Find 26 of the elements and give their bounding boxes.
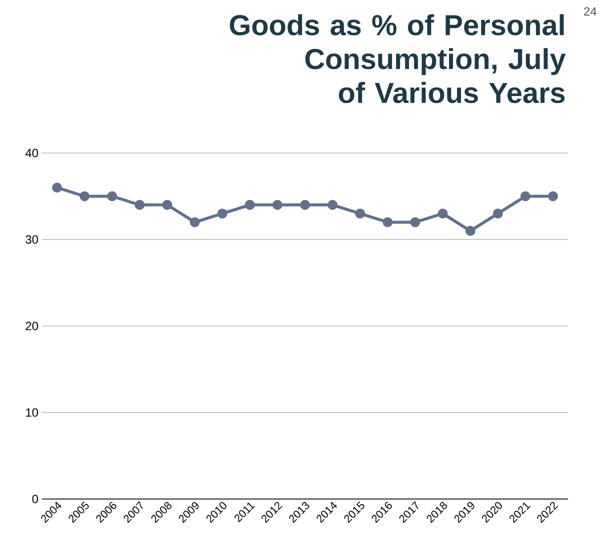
point [465,226,476,236]
point [190,217,200,228]
point [244,200,255,210]
point [107,191,118,202]
point [272,200,282,210]
point [548,191,558,202]
point [52,182,62,193]
text: 24 [584,7,596,16]
chart-title: Goods as % of Personal Consumption, July of Various Years [230,14,566,104]
y-tick-label: 20 [26,322,38,330]
y-tick-label: 40 [25,148,38,158]
point [438,208,448,219]
point [300,200,310,210]
point [520,191,530,202]
point [355,208,366,219]
point [328,200,338,210]
point [382,217,393,228]
point [492,208,503,219]
point [80,191,90,202]
point [217,208,228,219]
y-tick-label: 10 [26,408,38,417]
point [134,200,145,210]
y-tick-label: 30 [26,235,38,244]
point [410,217,420,228]
point [162,200,172,210]
y-tick-label: 0 [32,494,38,504]
